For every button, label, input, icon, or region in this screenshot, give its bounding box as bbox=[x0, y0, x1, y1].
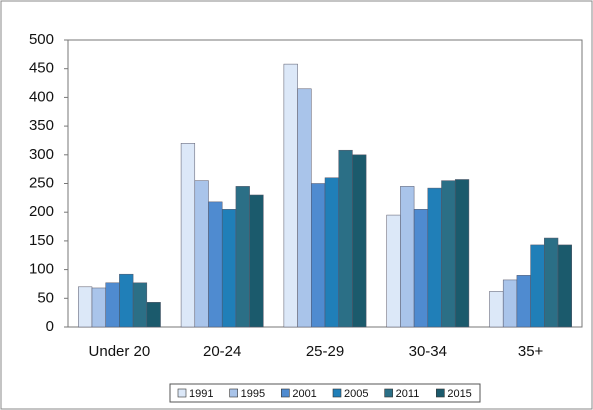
bar bbox=[413, 209, 429, 328]
legend-label: 2011 bbox=[396, 388, 420, 400]
legend-swatch bbox=[332, 388, 342, 398]
bar bbox=[146, 302, 161, 328]
y-tick-label: 50 bbox=[37, 289, 54, 306]
bar bbox=[208, 201, 223, 328]
bar bbox=[427, 187, 442, 328]
y-tick-label: 100 bbox=[29, 261, 54, 278]
legend-swatch bbox=[281, 388, 290, 398]
bar bbox=[283, 63, 298, 328]
bar bbox=[119, 273, 134, 328]
y-tick-label: 0 bbox=[46, 318, 54, 335]
bar bbox=[502, 279, 518, 328]
y-tick-label: 150 bbox=[29, 232, 54, 249]
bar bbox=[489, 291, 504, 328]
bar bbox=[441, 180, 456, 328]
y-tick-label: 300 bbox=[29, 146, 54, 163]
y-tick-label: 250 bbox=[29, 174, 54, 191]
y-tick-label: 400 bbox=[29, 88, 54, 105]
bar bbox=[530, 244, 545, 328]
bar bbox=[180, 143, 196, 328]
bar bbox=[311, 183, 326, 328]
x-tick-label: Under 20 bbox=[89, 343, 151, 360]
y-tick-label: 500 bbox=[29, 31, 54, 48]
legend-swatch bbox=[229, 388, 238, 398]
legend-label: 1991 bbox=[189, 388, 213, 400]
bar bbox=[91, 287, 106, 328]
bar bbox=[386, 214, 401, 328]
bar bbox=[297, 88, 312, 328]
legend-box bbox=[169, 383, 481, 403]
legend-label: 2001 bbox=[292, 388, 316, 400]
bar bbox=[544, 237, 559, 328]
x-tick-label: 35+ bbox=[518, 343, 544, 360]
legend-swatch bbox=[177, 388, 187, 398]
bar bbox=[324, 177, 339, 328]
x-tick-label: 25-29 bbox=[306, 343, 344, 360]
bar bbox=[352, 154, 367, 328]
y-tick-label: 200 bbox=[29, 203, 54, 220]
bar bbox=[235, 186, 250, 328]
bar bbox=[338, 149, 353, 328]
legend-swatch bbox=[436, 388, 445, 398]
bar bbox=[249, 194, 264, 328]
bar bbox=[194, 180, 209, 328]
bar bbox=[78, 286, 93, 328]
bar bbox=[516, 275, 531, 328]
x-tick-label: 30-34 bbox=[409, 343, 447, 360]
bar bbox=[454, 179, 470, 328]
bar bbox=[221, 209, 237, 328]
bar bbox=[132, 282, 148, 328]
y-tick-label: 350 bbox=[29, 117, 54, 134]
x-tick-label: 20-24 bbox=[203, 343, 241, 360]
legend-label: 2005 bbox=[344, 388, 368, 400]
bar bbox=[400, 186, 415, 328]
bar bbox=[105, 282, 120, 328]
legend-label: 2015 bbox=[447, 388, 471, 400]
legend-swatch bbox=[384, 388, 393, 398]
y-tick-label: 450 bbox=[29, 60, 54, 77]
bar bbox=[557, 244, 572, 328]
legend-label: 1995 bbox=[241, 388, 265, 400]
